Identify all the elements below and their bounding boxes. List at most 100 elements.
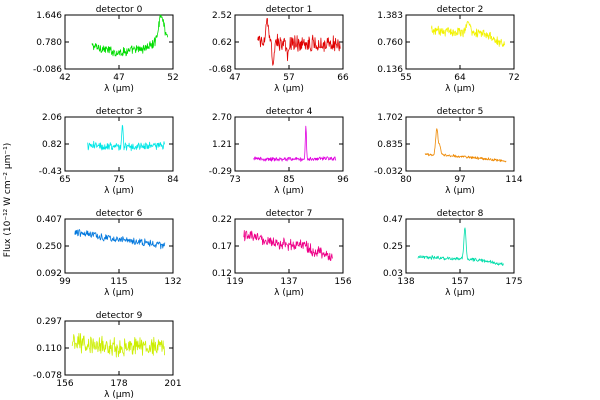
x-tick-label: 114 — [505, 175, 522, 185]
panel-title: detector 2 — [437, 5, 484, 15]
panel-5: detector 5 80 97 114 -0.032 0.835 1.702 λ (μm) — [374, 107, 523, 196]
x-tick-label: 99 — [59, 277, 71, 287]
x-axis-label: λ (μm) — [445, 186, 475, 196]
x-tick-label: 52 — [167, 73, 178, 83]
plot-frame — [234, 116, 344, 172]
x-axis-label: λ (μm) — [445, 84, 475, 94]
y-tick-label: -0.43 — [39, 167, 62, 177]
y-tick-label: 0.12 — [212, 269, 232, 279]
x-tick-label: 57 — [283, 73, 294, 83]
y-tick-label: 0.47 — [383, 215, 403, 225]
x-tick-label: 84 — [167, 175, 179, 185]
panel-title: detector 7 — [266, 209, 313, 219]
y-tick-label: -0.68 — [209, 65, 233, 75]
y-tick-label: 0.250 — [36, 242, 62, 252]
y-tick-label: 0.780 — [36, 38, 62, 48]
x-tick-label: 66 — [337, 73, 349, 83]
x-tick-label: 137 — [280, 277, 297, 287]
spectrum-line — [74, 229, 166, 250]
x-tick-label: 132 — [164, 277, 181, 287]
x-axis-label: λ (μm) — [104, 288, 134, 298]
x-axis-label: λ (μm) — [104, 390, 134, 400]
x-tick-label: 42 — [59, 73, 70, 83]
panel-title: detector 3 — [96, 107, 143, 117]
panel-title: detector 0 — [96, 5, 143, 15]
x-tick-label: 72 — [508, 73, 519, 83]
y-tick-label: 0.82 — [42, 140, 62, 150]
y-axis-label: Flux (10⁻¹² W cm⁻² μm⁻¹) — [3, 143, 13, 257]
y-tick-label: 1.702 — [377, 113, 403, 123]
y-tick-label: 0.22 — [212, 215, 232, 225]
spectrum-line — [257, 17, 341, 66]
panel-4: detector 4 73 85 96 -0.29 1.21 2.70 λ (μm) — [209, 107, 349, 196]
panel-title: detector 9 — [96, 311, 143, 321]
panel-9: detector 9 156 178 201 -0.078 0.110 0.297 λ (μm… — [33, 311, 182, 400]
x-tick-label: 201 — [164, 379, 181, 389]
spectrum-line — [431, 20, 505, 47]
x-axis-label: λ (μm) — [274, 288, 304, 298]
y-tick-label: 0.407 — [36, 215, 62, 225]
panel-title: detector 6 — [96, 209, 143, 219]
x-tick-label: 64 — [454, 73, 466, 83]
panel-title: detector 5 — [437, 107, 484, 117]
spectrum-line — [87, 124, 165, 152]
x-tick-label: 119 — [226, 277, 243, 287]
y-tick-label: 0.62 — [212, 38, 232, 48]
x-tick-label: 115 — [110, 277, 127, 287]
y-tick-label: 2.70 — [212, 113, 232, 123]
y-tick-label: -0.032 — [374, 167, 403, 177]
x-tick-label: 156 — [56, 379, 73, 389]
plot-frame — [405, 116, 515, 172]
x-tick-label: 96 — [337, 175, 349, 185]
x-tick-label: 80 — [400, 175, 412, 185]
spectrum-line — [253, 125, 337, 162]
x-axis-label: λ (μm) — [445, 288, 475, 298]
x-tick-label: 178 — [110, 379, 127, 389]
panel-2: detector 2 55 64 72 0.136 0.760 1.383 λ (μm) — [377, 5, 519, 94]
x-axis-label: λ (μm) — [104, 84, 134, 94]
panel-7: detector 7 119 137 156 0.12 0.17 0.22 λ (μm) — [212, 209, 352, 298]
y-tick-label: 1.383 — [377, 11, 403, 21]
y-tick-label: 0.25 — [383, 242, 403, 252]
x-axis-label: λ (μm) — [274, 84, 304, 94]
y-tick-label: 0.835 — [377, 140, 403, 150]
y-tick-label: 0.136 — [377, 65, 403, 75]
x-tick-label: 47 — [229, 73, 240, 83]
y-tick-label: 0.17 — [212, 242, 232, 252]
panel-8: detector 8 138 157 175 0.03 0.25 0.47 λ (μm) — [383, 209, 523, 298]
y-tick-label: 0.110 — [36, 344, 62, 354]
y-tick-label: 1.21 — [212, 140, 232, 150]
panel-title: detector 4 — [266, 107, 313, 117]
x-tick-label: 157 — [451, 277, 468, 287]
x-tick-label: 75 — [113, 175, 124, 185]
y-tick-label: -0.29 — [209, 167, 233, 177]
y-tick-label: 2.06 — [42, 113, 62, 123]
spectrum-line — [91, 14, 168, 57]
panel-title: detector 8 — [437, 209, 484, 219]
spectrum-line — [243, 229, 334, 262]
x-tick-label: 65 — [59, 175, 70, 185]
y-tick-label: 0.03 — [383, 269, 403, 279]
x-tick-label: 73 — [229, 175, 240, 185]
x-tick-label: 47 — [113, 73, 124, 83]
x-tick-label: 97 — [454, 175, 465, 185]
y-tick-label: -0.078 — [33, 371, 62, 381]
x-tick-label: 55 — [400, 73, 411, 83]
spectrum-line — [424, 128, 507, 163]
panel-3: detector 3 65 75 84 -0.43 0.82 2.06 λ (μm) — [39, 107, 179, 196]
spectrum-line — [417, 227, 504, 266]
plot-frame — [64, 14, 174, 70]
panel-6: detector 6 99 115 132 0.092 0.250 0.407 λ (μm) — [36, 209, 181, 298]
x-tick-label: 85 — [283, 175, 294, 185]
y-tick-label: 2.52 — [212, 11, 232, 21]
x-tick-label: 138 — [397, 277, 414, 287]
spectrum-line — [71, 332, 165, 358]
y-tick-label: 0.297 — [36, 317, 62, 327]
x-axis-label: λ (μm) — [104, 186, 134, 196]
panel-0: detector 0 42 47 52 -0.086 0.780 1.646 λ (μm) — [33, 5, 179, 94]
y-tick-label: -0.086 — [33, 65, 62, 75]
x-tick-label: 175 — [505, 277, 522, 287]
y-tick-label: 1.646 — [36, 11, 62, 21]
